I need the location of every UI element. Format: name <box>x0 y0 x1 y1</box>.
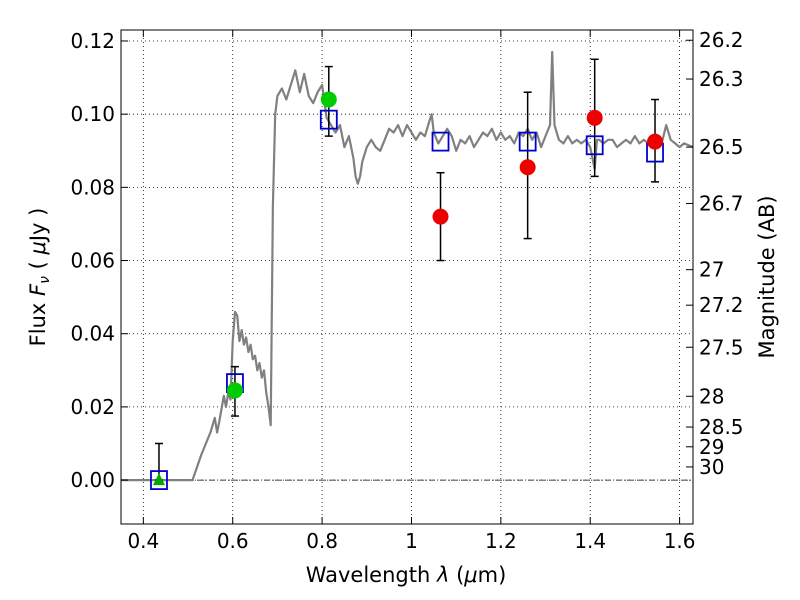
y2-axis-label: Magnitude (AB) <box>755 195 779 358</box>
model-band-square-marker <box>319 109 338 130</box>
photometry-circle-marker <box>320 91 337 108</box>
photometry-circle-marker <box>226 382 243 399</box>
y-tick-label: 0.08 <box>70 175 115 199</box>
y-tick-label: 0.06 <box>70 249 115 273</box>
x-axis-label: Wavelength λ (μm) <box>306 563 507 587</box>
photometry-circle-marker <box>647 133 664 150</box>
model-band-square-marker <box>150 470 168 490</box>
y-tick-label: 0.04 <box>70 322 115 346</box>
grid-layer <box>121 30 693 524</box>
y-tick-label: 0.00 <box>70 468 115 492</box>
x-tick-label: 1.6 <box>664 529 696 553</box>
y2-tick-label: 26.2 <box>699 28 744 52</box>
y-tick-label: 0.02 <box>70 395 115 419</box>
y-tick-label: 0.12 <box>70 29 115 53</box>
model-spectrum-line <box>121 50 694 482</box>
tick-layer: 0.4 0.6 0.8 1 1.2 1.4 1.6 0.00 0.02 0.04 0.06 0.08 0… <box>70 28 743 553</box>
y2-tick-label: 27 <box>699 258 724 282</box>
y2-tick-label: 26.7 <box>699 191 744 215</box>
y2-tick-label: 28.5 <box>699 415 744 439</box>
photometry-circle-marker <box>432 208 449 225</box>
y2-tick-label: 27.5 <box>699 335 744 359</box>
y2-tick-label: 30 <box>699 455 724 479</box>
y2-tick-label: 26.5 <box>699 135 744 159</box>
x-tick-label: 1 <box>405 529 418 553</box>
model-band-square-marker <box>431 131 450 152</box>
plot-frame <box>120 29 694 525</box>
y2-tick-label: 27.2 <box>699 293 744 317</box>
x-tick-label: 0.4 <box>127 529 159 553</box>
x-tick-label: 0.6 <box>217 529 249 553</box>
photometry-circle-marker <box>586 109 603 126</box>
model-band-square-marker <box>518 131 537 152</box>
upper-limit-triangle-marker <box>152 473 165 486</box>
y-tick-label: 0.10 <box>70 102 115 126</box>
x-tick-label: 0.8 <box>306 529 338 553</box>
x-tick-label: 1.4 <box>574 529 606 553</box>
series-layer <box>121 50 694 490</box>
y2-tick-label: 28 <box>699 384 724 408</box>
photometry-circle-marker <box>519 159 536 176</box>
y2-tick-label: 26.3 <box>699 67 744 91</box>
x-tick-label: 1.2 <box>485 529 517 553</box>
y2-tick-label: 29 <box>699 435 724 459</box>
model-band-square-marker <box>585 135 604 156</box>
y-axis-label: Flux Fν ( μJy ) <box>26 208 53 347</box>
